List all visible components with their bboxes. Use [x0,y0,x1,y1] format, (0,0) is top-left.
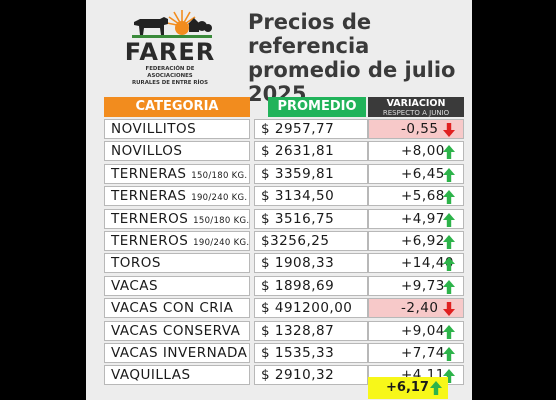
header-variacion: VARIACION RESPECTO A JUNIO [368,97,464,117]
row-variation-value: +14,40 [401,255,454,272]
arrow-up-icon [443,346,455,361]
row-variation: -0,55 [368,119,464,139]
row-category-label: TERNERAS [111,165,187,182]
header-variacion-sub: RESPECTO A JUNIO [382,109,450,117]
row-category-size: 190/240 KG. [193,237,250,248]
logo-name: FARER [124,38,216,66]
row-variation: +4,97 [368,208,464,229]
row-category-label: NOVILLOS [111,143,183,160]
row-category: TOROS [104,253,250,274]
row-variation-value: +7,74 [401,344,445,361]
row-variation: +6,92 [368,230,464,251]
row-category: VACAS [104,275,250,296]
total-variation: +6,17 [368,377,448,399]
row-price: $ 1898,69 [254,275,368,296]
row-variation: +7,74 [368,342,464,363]
row-price: $ 2910,32 [254,365,368,386]
row-variation: +14,40 [368,253,464,274]
row-variation-value: +4,97 [401,210,445,227]
row-category: TERNERAS 190/240 KG. [104,186,250,207]
header-categoria: CATEGORIA [104,97,250,117]
row-variation: -2,40 [368,298,464,319]
row-category-label: NOVILLITOS [111,121,197,137]
row-price: $ 491200,00 [254,298,368,319]
arrow-up-icon [443,369,455,384]
row-category: VACAS INVERNADA [104,342,250,363]
row-category-label: TOROS [111,255,161,272]
arrow-up-icon [443,324,455,339]
row-price: $ 1328,87 [254,320,368,341]
row-category-label: VACAS CON CRIA [111,300,234,317]
row-category: NOVILLITOS [104,119,250,139]
arrow-up-icon [443,212,455,227]
arrow-up-icon [443,145,455,160]
row-category-label: VACAS [111,277,159,294]
row-category: TERNEROS 190/240 KG. [104,230,250,251]
row-price: $ 2631,81 [254,141,368,162]
row-variation-value: +9,73 [401,277,445,294]
arrow-up-icon [443,167,455,182]
price-card: FARER FEDERACIÓN DE ASOCIACIONES RURALES… [86,0,472,400]
row-variation: +9,73 [368,275,464,296]
row-variation: +9,04 [368,320,464,341]
row-variation: +8,00 [368,141,464,162]
row-category-label: TERNEROS [111,210,189,227]
row-category: TERNEROS 150/180 KG. [104,208,250,229]
arrow-up-icon [443,190,455,205]
row-variation-value: -0,55 [401,121,439,137]
row-price: $ 3516,75 [254,208,368,229]
arrow-up-icon [443,279,455,294]
row-variation-value: +8,00 [401,143,445,160]
cow-sun-logo-icon [132,10,212,38]
row-category-size: 190/240 KG. [191,193,248,204]
row-variation-value: +5,68 [401,188,445,205]
arrow-down-icon [443,302,455,317]
row-price: $ 3134,50 [254,186,368,207]
row-price: $ 2957,77 [254,119,368,139]
logo-subtitle-line1: FEDERACIÓN DE ASOCIACIONES [145,66,195,79]
row-price: $3256,25 [254,230,368,251]
header-promedio: PROMEDIO [268,97,366,117]
title-line2: promedio de julio [248,58,456,82]
row-category-label: TERNEROS [111,232,189,249]
row-category: VAQUILLAS [104,365,250,386]
row-category-label: VAQUILLAS [111,367,191,384]
page-title: Precios de referencia promedio de julio … [248,10,470,106]
row-variation-value: +6,45 [401,165,445,182]
row-category-label: TERNERAS [111,188,187,205]
row-category-size: 150/180 KG. [191,170,248,181]
row-category: NOVILLOS [104,141,250,162]
row-category-label: VACAS CONSERVA [111,322,241,339]
row-variation: +5,68 [368,186,464,207]
logo-subtitle-line2: RURALES DE ENTRE RÍOS [132,80,208,86]
row-variation-value: +9,04 [401,322,445,339]
row-category: TERNERAS 150/180 KG. [104,163,250,184]
row-price: $ 1908,33 [254,253,368,274]
row-category: VACAS CON CRIA [104,298,250,319]
title-line1: Precios de referencia [248,10,372,58]
row-category: VACAS CONSERVA [104,320,250,341]
header-variacion-label: VARIACION [386,98,446,109]
logo-subtitle: FEDERACIÓN DE ASOCIACIONES RURALES DE EN… [122,66,218,87]
total-variation-value: +6,17 [386,380,429,395]
row-variation-value: -2,40 [401,300,439,317]
farer-logo: FARER FEDERACIÓN DE ASOCIACIONES RURALES… [122,6,218,87]
row-price: $ 1535,33 [254,342,368,363]
arrow-up-icon [430,381,442,395]
arrow-up-icon [443,257,455,272]
row-variation: +6,45 [368,163,464,184]
row-price: $ 3359,81 [254,163,368,184]
row-category-size: 150/180 KG. [193,215,250,226]
arrow-up-icon [443,234,455,249]
row-category-label: VACAS INVERNADA [111,344,248,361]
row-variation-value: +6,92 [401,232,445,249]
arrow-down-icon [443,123,455,137]
